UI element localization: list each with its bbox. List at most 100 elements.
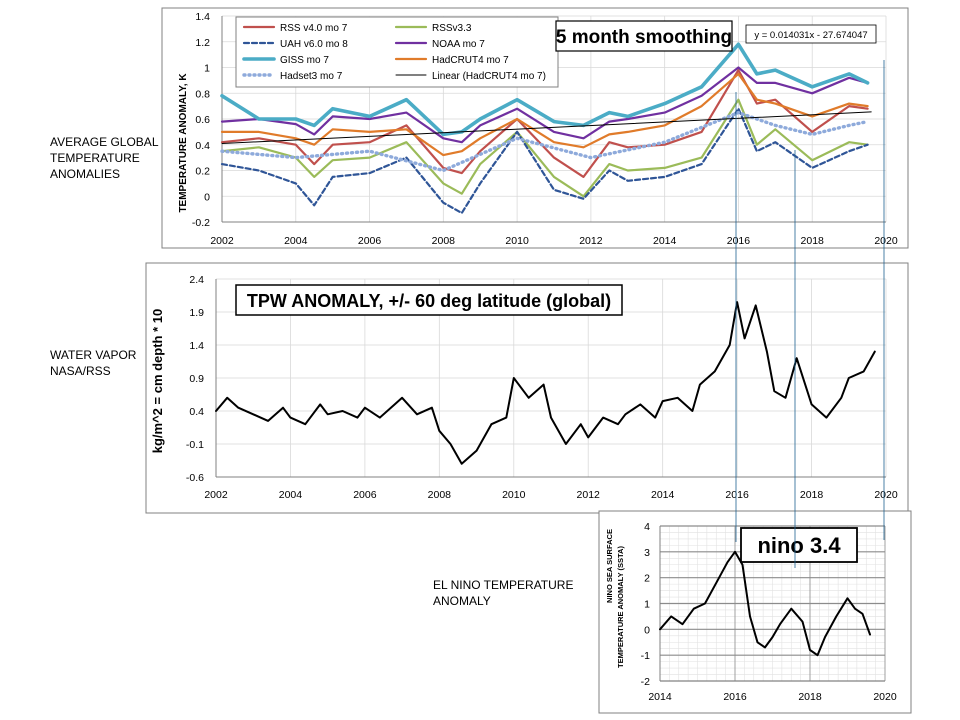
nino-title-box xyxy=(740,527,858,563)
tpw-title-box xyxy=(235,284,623,316)
y-tick-label: 4 xyxy=(644,521,650,533)
temperature-chart-y-ticks: -0.2 0 0.2 0.4 0.6 0.8 1 1.2 1.4 xyxy=(192,11,210,229)
x-tick-label: 2004 xyxy=(284,235,308,247)
legend-label: GISS mo 7 xyxy=(280,55,329,66)
water-vapor-side-label-line: WATER VAPOR xyxy=(50,348,137,362)
y-tick-label: -0.1 xyxy=(186,439,204,451)
trend-equation-box xyxy=(745,24,877,44)
y-tick-label: -1 xyxy=(641,650,650,662)
x-tick-label: 2016 xyxy=(725,489,749,501)
temperature-chart-grid xyxy=(221,15,887,223)
smoothing-annotation-box xyxy=(555,20,733,52)
x-tick-label: 2008 xyxy=(428,489,452,501)
x-tick-label: 2014 xyxy=(653,235,677,247)
series-line-hadset3-mo-7 xyxy=(220,110,870,173)
x-tick-label: 2020 xyxy=(873,691,897,703)
y-tick-label: 0 xyxy=(204,191,210,203)
tpw-title: TPW ANOMALY, +/- 60 deg latitude (global… xyxy=(247,291,611,311)
x-tick-label: 2020 xyxy=(874,489,898,501)
legend-label: Hadset3 mo 7 xyxy=(280,71,343,82)
x-tick-label: 2008 xyxy=(432,235,456,247)
y-tick-label: 1.9 xyxy=(189,307,204,319)
tpw-chart-grid xyxy=(215,278,887,478)
y-tick-label: 2 xyxy=(644,573,650,585)
x-tick-label: 2016 xyxy=(723,691,747,703)
water-vapor-side-label: WATER VAPOR NASA/RSS xyxy=(50,347,136,379)
y-tick-label: 1.4 xyxy=(195,11,210,23)
y-tick-label: 0 xyxy=(644,624,650,636)
series-line-rss-v4-0-mo-7 xyxy=(220,68,869,178)
nino-chart-x-ticks: 2014 2016 2018 2020 xyxy=(648,691,897,703)
series-line-hadcrut4-mo-7 xyxy=(220,72,869,157)
y-tick-label: 1 xyxy=(204,63,210,75)
y-tick-label: 1 xyxy=(644,599,650,611)
legend-label: Linear (HadCRUT4 mo 7) xyxy=(432,71,546,82)
x-tick-label: 2016 xyxy=(727,235,751,247)
temperature-chart-series xyxy=(220,42,872,215)
el-nino-side-label-line: EL NINO TEMPERATURE xyxy=(433,578,574,592)
temperature-side-label: AVERAGE GLOBAL TEMPERATURE ANOMALIES xyxy=(50,134,159,182)
nino-y-axis-label-line-1: NINO SEA SURFACE xyxy=(605,529,614,603)
nino-title: nino 3.4 xyxy=(757,533,841,558)
x-tick-label: 2002 xyxy=(204,489,228,501)
y-tick-label: 0.4 xyxy=(189,406,204,418)
x-tick-label: 2018 xyxy=(798,691,822,703)
x-tick-label: 2010 xyxy=(502,489,526,501)
el-nino-side-label-line: ANOMALY xyxy=(433,594,491,608)
y-tick-label: 0.2 xyxy=(195,166,210,178)
y-tick-label: 3 xyxy=(644,547,650,559)
temperature-chart-x-ticks: 2002 2004 2006 2008 2010 2012 2014 2016 2018 2020 xyxy=(210,235,898,247)
tpw-chart-series xyxy=(215,301,876,465)
series-line-giss-mo-7 xyxy=(220,42,870,137)
legend-label: RSSv3.3 xyxy=(432,23,472,34)
y-tick-label: 0.4 xyxy=(195,140,210,152)
y-tick-label: 0.8 xyxy=(195,88,210,100)
el-nino-side-label: EL NINO TEMPERATURE ANOMALY xyxy=(433,577,573,609)
water-vapor-side-label-line: NASA/RSS xyxy=(50,364,111,378)
trend-equation: y = 0.014031x - 27.674047 xyxy=(754,30,867,41)
nino-chart: -2 -1 0 1 2 3 4 2014 2016 2018 2020 NINO SEA SURF… xyxy=(598,510,912,714)
series-line-rssv3-3 xyxy=(220,98,869,198)
y-tick-label: 1.4 xyxy=(189,340,204,352)
tpw-chart-x-ticks: 2002 2004 2006 2008 2010 2012 2014 2016 2018 2020 xyxy=(204,489,898,501)
y-tick-label: -0.2 xyxy=(192,217,210,229)
y-tick-label: -0.6 xyxy=(186,472,204,484)
x-tick-label: 2020 xyxy=(874,235,898,247)
temperature-chart: -0.200.20.40.60.811.21.4 2002 2004 2006 200… xyxy=(161,7,909,249)
temperature-side-label-line: ANOMALIES xyxy=(50,167,121,181)
connector-lines xyxy=(735,60,885,568)
x-tick-label: 2014 xyxy=(648,691,672,703)
temperature-side-label-line: TEMPERATURE xyxy=(50,151,140,165)
tpw-chart-y-ticks: -0.6 -0.1 0.4 0.9 1.4 1.9 2.4 xyxy=(186,274,204,484)
legend-label: RSS v4.0 mo 7 xyxy=(280,23,348,34)
x-tick-label: 2018 xyxy=(800,489,824,501)
tpw-y-axis-label: kg/m^2 = cm depth * 10 xyxy=(150,309,165,454)
y-tick-label: 0.6 xyxy=(195,114,210,126)
y-tick-label: 2.4 xyxy=(189,274,204,286)
x-tick-label: 2010 xyxy=(505,235,529,247)
x-tick-label: 2014 xyxy=(651,489,675,501)
x-tick-label: 2012 xyxy=(577,489,601,501)
y-tick-label: 1.2 xyxy=(195,37,210,49)
nino-y-axis-label-line-2: TEMPERATURE ANOMALY (SSTA) xyxy=(616,546,625,668)
tpw-chart: -0.6 -0.1 0.4 0.9 1.4 1.9 2.4 2002 2004 2006 2008… xyxy=(145,262,909,514)
temperature-side-label-line: AVERAGE GLOBAL xyxy=(50,135,159,149)
legend-label: UAH v6.0 mo 8 xyxy=(280,39,348,50)
y-tick-label: 0.9 xyxy=(189,373,204,385)
x-tick-label: 2004 xyxy=(279,489,303,501)
series-line-data xyxy=(215,301,876,465)
series-line-noaa-mo-7 xyxy=(220,66,869,144)
y-tick-label: -2 xyxy=(641,676,650,688)
series-line-uah-v6-0-mo-8 xyxy=(220,107,869,215)
smoothing-annotation: 5 month smoothing xyxy=(556,27,732,48)
x-tick-label: 2002 xyxy=(210,235,234,247)
x-tick-label: 2006 xyxy=(358,235,382,247)
x-tick-label: 2012 xyxy=(579,235,603,247)
legend-label: HadCRUT4 mo 7 xyxy=(432,55,509,66)
x-tick-label: 2018 xyxy=(801,235,825,247)
series-line-linear-hadcrut4-mo-7 xyxy=(221,111,872,144)
nino-chart-y-ticks: -2 -1 0 1 2 3 4 xyxy=(641,521,651,688)
nino-chart-series xyxy=(659,550,871,657)
temperature-y-axis-label: TEMPERATURE ANOMALY, K xyxy=(178,73,189,213)
